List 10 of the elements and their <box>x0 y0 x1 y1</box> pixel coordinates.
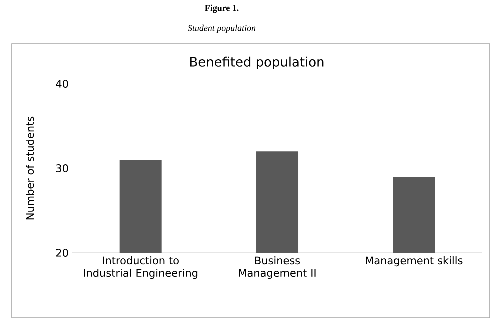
text: Student population <box>188 24 256 34</box>
y-tick-label: 30 <box>56 164 68 172</box>
x-tick-label: Management skills <box>366 256 463 267</box>
y-axis-title: Number of students <box>26 116 34 220</box>
chart-title: Benefited population <box>190 56 324 70</box>
y-tick-label: 40 <box>56 80 68 88</box>
x-tick-label: Business Management II <box>239 256 316 280</box>
x-tick-label: Introduction to Industrial Engineering <box>84 256 198 280</box>
y-tick-label: 20 <box>56 249 68 257</box>
text: Figure 1. <box>205 4 239 14</box>
